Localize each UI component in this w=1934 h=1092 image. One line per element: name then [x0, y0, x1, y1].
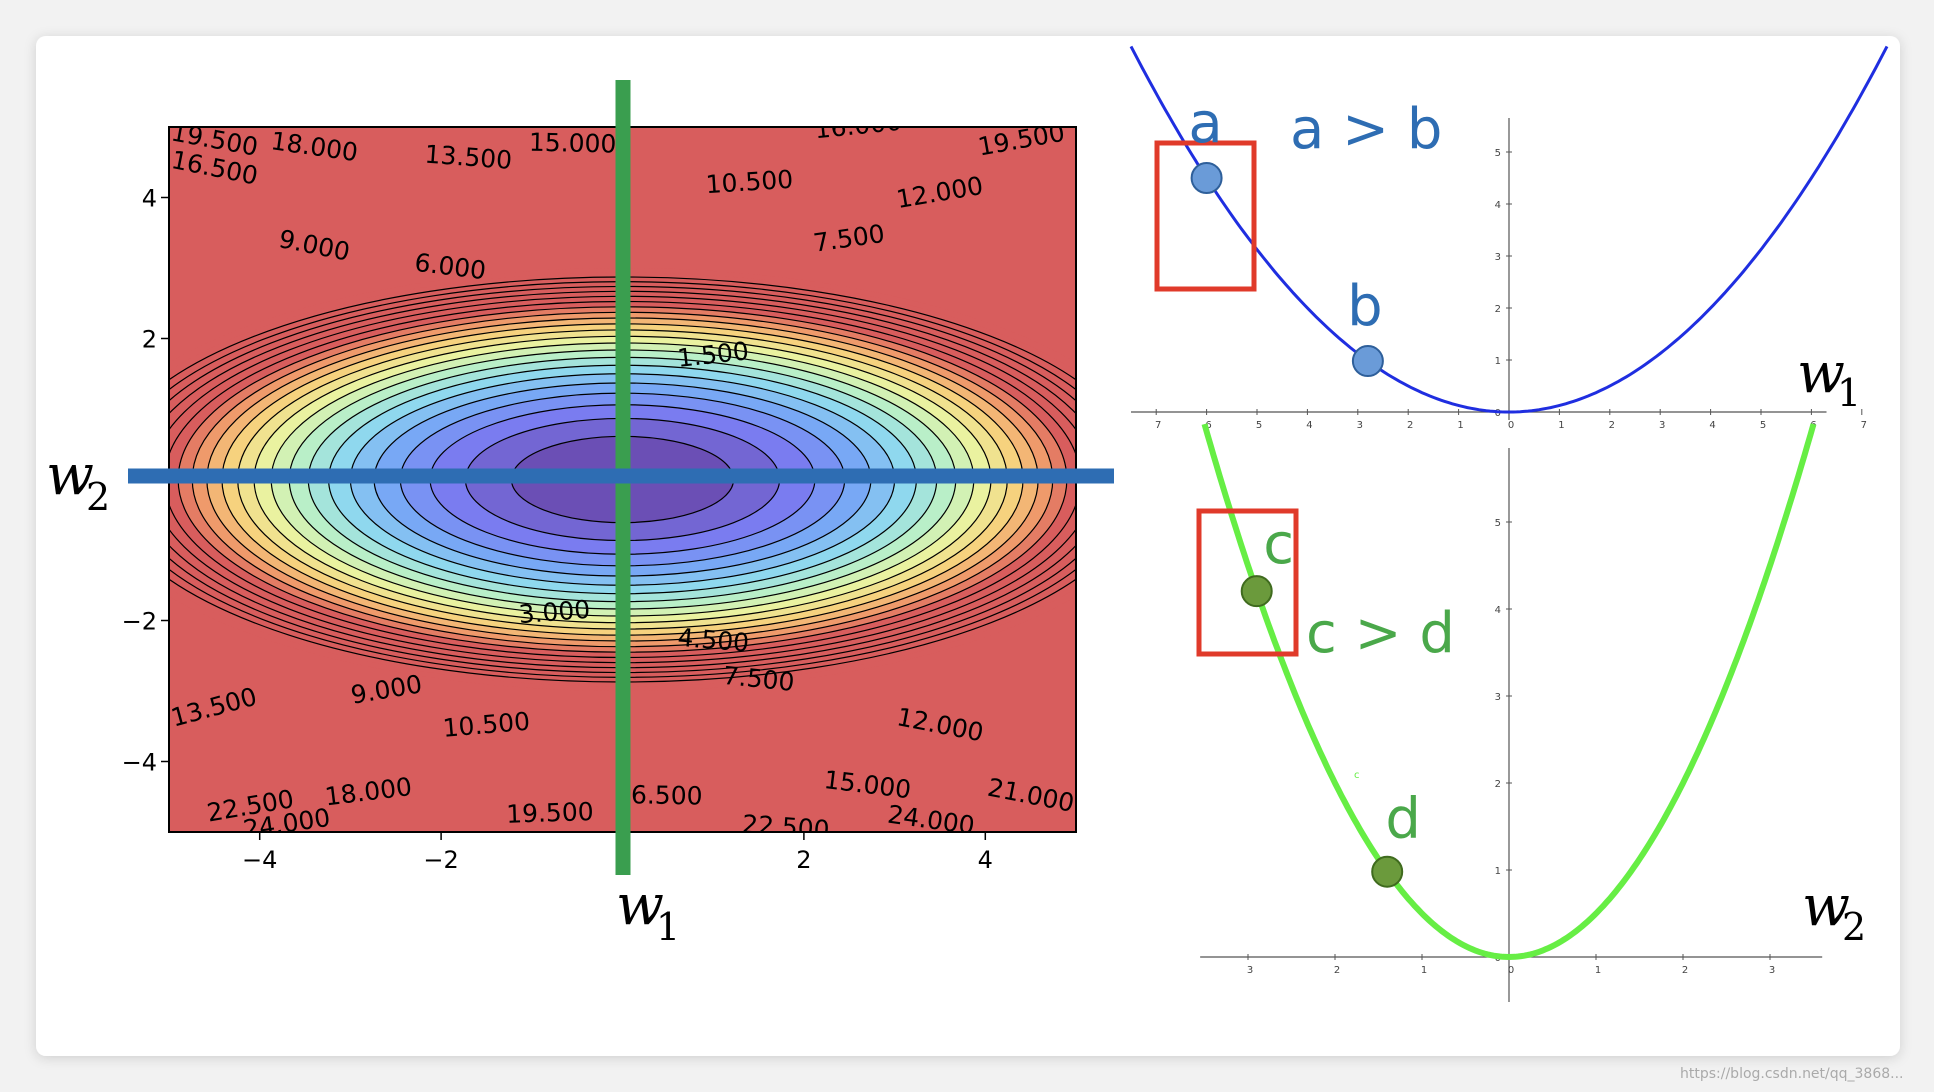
axis-tick-label: 1: [1595, 965, 1601, 976]
axis-tick-label: 1: [1558, 420, 1564, 431]
contour-level-label: 3.000: [518, 595, 592, 629]
contour-level-label: 22.500: [741, 809, 830, 844]
annotation-c-gt-d: c > d: [1306, 601, 1455, 666]
axis-tick-label: 2: [1682, 965, 1688, 976]
svg-text:w: w: [616, 873, 664, 938]
axis-tick-label: 7: [1861, 420, 1867, 431]
axis-tick-label: 4: [1306, 420, 1312, 431]
svg-text:w: w: [1802, 874, 1850, 939]
annotation-a-gt-b: a > b: [1290, 97, 1442, 162]
axis-tick-label: 3: [1769, 965, 1775, 976]
axis-tick-label: 0: [1495, 408, 1501, 419]
axis-tick-label: 2: [1334, 965, 1340, 976]
w1-curve: [1129, 45, 1889, 414]
axis-tick-label: 2: [1495, 779, 1501, 790]
axis-tick-label: 1: [1421, 965, 1427, 976]
axis-tick-label: 4: [1495, 605, 1501, 616]
contour-level-label: 4.500: [676, 623, 750, 658]
stray-mark-c: c: [1354, 770, 1360, 781]
axis-tick-label: 3: [1357, 420, 1363, 431]
w2-points: cd: [1240, 512, 1421, 888]
point-c: [1240, 575, 1273, 608]
contour-level-label: 15.000: [529, 128, 617, 159]
axis-tick-label: 5: [1495, 148, 1501, 159]
axis-tick-label: 4: [1709, 420, 1715, 431]
x-tick-label: 2: [796, 846, 811, 874]
axis-tick-label: 1: [1495, 866, 1501, 877]
axis-tick-label: 5: [1256, 420, 1262, 431]
axis-tick-label: 0: [1508, 420, 1514, 431]
contour-ticks: −4 −2 2 4 4 2 −2 −4: [122, 185, 993, 875]
highlight-box-a: [1154, 140, 1257, 292]
y-tick-label: 2: [142, 326, 157, 354]
axis-tick-label: 4: [1495, 200, 1501, 211]
axis-tick-label: 6: [1205, 420, 1211, 431]
axis-tick-label: 5: [1495, 518, 1501, 529]
point-label-a: a: [1188, 91, 1222, 156]
highlight-box-c: [1196, 508, 1299, 657]
y-tick-label: 4: [142, 185, 157, 213]
x-tick-label: −4: [242, 846, 277, 874]
contour-plot: 1.5003.0004.5006.0007.5007.5009.0009.000…: [122, 126, 1077, 875]
point-label-d: d: [1385, 787, 1421, 852]
axis-tick-label: 3: [1247, 965, 1253, 976]
axis-tick-label: 3: [1495, 252, 1501, 263]
axis-tick-label: 0: [1508, 965, 1514, 976]
w1-axis-label: w 1: [1797, 341, 1861, 415]
w2-curve: [1201, 423, 1817, 961]
axis-tick-label: 7: [1155, 420, 1161, 431]
svg-text:1: 1: [656, 905, 680, 949]
svg-text:2: 2: [86, 475, 110, 519]
point-d: [1371, 855, 1404, 888]
axis-tick-label: 3: [1495, 692, 1501, 703]
svg-text:w: w: [46, 443, 94, 508]
contour-level-label: 19.500: [506, 797, 594, 829]
svg-text:w: w: [1797, 341, 1845, 406]
axis-tick-label: 2: [1609, 420, 1615, 431]
contour-level-label: 13.500: [424, 140, 513, 175]
y-tick-label: −4: [122, 749, 157, 777]
axis-tick-label: 1: [1495, 356, 1501, 367]
axis-tick-label: 1: [1457, 420, 1463, 431]
x-tick-label: 4: [978, 846, 993, 874]
contour-w2-label: w 2: [46, 443, 110, 519]
axis-tick-label: 3: [1659, 420, 1665, 431]
w1-points: ab: [1188, 91, 1384, 378]
point-label-c: c: [1263, 512, 1294, 577]
x-tick-label: −2: [423, 846, 458, 874]
y-tick-label: −2: [122, 608, 157, 636]
axis-tick-label: 2: [1407, 420, 1413, 431]
contour-w1-label: w 1: [616, 873, 680, 949]
axis-tick-label: 5: [1760, 420, 1766, 431]
contour-level-label: 7.500: [722, 661, 796, 697]
contour-level-label: 10.500: [705, 165, 794, 200]
w2-axis-label: w 2: [1802, 874, 1866, 949]
point-b: [1351, 345, 1384, 378]
watermark: https://blog.csdn.net/qq_3868...: [1680, 1066, 1904, 1082]
point-a: [1190, 162, 1223, 194]
point-label-b: b: [1347, 274, 1383, 339]
axis-tick-label: 2: [1495, 304, 1501, 315]
svg-text:1: 1: [1837, 371, 1861, 415]
svg-text:2: 2: [1842, 905, 1866, 949]
